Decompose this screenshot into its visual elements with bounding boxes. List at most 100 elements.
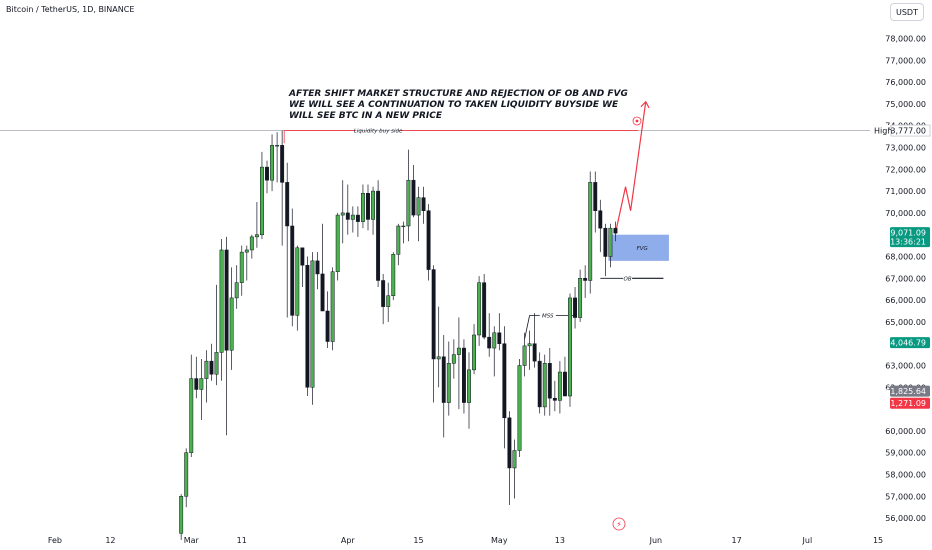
- candle[interactable]: [260, 151, 264, 240]
- candle[interactable]: [335, 212, 340, 281]
- candle[interactable]: [391, 252, 396, 301]
- candle[interactable]: [436, 306, 441, 388]
- candle[interactable]: [330, 267, 335, 351]
- candle[interactable]: [497, 313, 502, 351]
- candle[interactable]: [431, 265, 436, 403]
- eye-icon[interactable]: [632, 116, 642, 126]
- candle[interactable]: [204, 350, 209, 403]
- candle[interactable]: [340, 180, 345, 244]
- price-axis[interactable]: 78,000.0077,000.0076,000.0075,000.0074,0…: [885, 35, 926, 524]
- candle[interactable]: [371, 186, 376, 235]
- candle[interactable]: [325, 291, 330, 349]
- candle[interactable]: [487, 313, 492, 357]
- candle[interactable]: [194, 356, 199, 399]
- candle[interactable]: [593, 171, 598, 233]
- x-tick-label: May: [491, 536, 508, 545]
- candle[interactable]: [189, 354, 194, 458]
- candle[interactable]: [295, 245, 300, 331]
- candle[interactable]: [462, 339, 466, 414]
- candle[interactable]: [406, 149, 411, 242]
- candle[interactable]: [229, 267, 234, 370]
- candle[interactable]: [280, 130, 285, 246]
- candle[interactable]: [270, 134, 275, 192]
- candle[interactable]: [315, 252, 320, 290]
- candle[interactable]: [411, 164, 416, 218]
- candle-body: [340, 212, 345, 216]
- candle[interactable]: [573, 287, 577, 329]
- candle[interactable]: [361, 184, 365, 229]
- candle[interactable]: [376, 180, 381, 288]
- candle[interactable]: [532, 313, 537, 368]
- candle[interactable]: [300, 247, 305, 288]
- candle[interactable]: [355, 206, 360, 237]
- candle[interactable]: [219, 239, 224, 381]
- candle[interactable]: [467, 352, 471, 429]
- candle[interactable]: [345, 184, 350, 235]
- candle[interactable]: [249, 234, 254, 259]
- candle[interactable]: [527, 330, 532, 370]
- candle[interactable]: [234, 265, 239, 309]
- candle[interactable]: [426, 204, 431, 281]
- candle[interactable]: [239, 245, 244, 296]
- candle[interactable]: [608, 223, 613, 268]
- candle[interactable]: [199, 358, 204, 420]
- candle[interactable]: [244, 245, 249, 281]
- symbol-title[interactable]: Bitcoin / TetherUS, 1D, BINANCE: [6, 5, 135, 14]
- candle[interactable]: [451, 339, 456, 379]
- candle[interactable]: [305, 256, 310, 397]
- candle[interactable]: [285, 162, 290, 318]
- candle[interactable]: [224, 236, 229, 436]
- candle[interactable]: [179, 494, 184, 540]
- candle[interactable]: [446, 341, 451, 416]
- candle[interactable]: [209, 343, 214, 381]
- candle[interactable]: [310, 252, 315, 405]
- candle[interactable]: [386, 282, 391, 322]
- candle[interactable]: [275, 132, 280, 183]
- candle-body: [249, 236, 254, 251]
- candle[interactable]: [578, 269, 583, 322]
- candle[interactable]: [472, 324, 477, 375]
- candle[interactable]: [482, 273, 487, 340]
- candle[interactable]: [603, 223, 608, 277]
- candle[interactable]: [492, 326, 497, 377]
- candle[interactable]: [583, 265, 588, 298]
- candle[interactable]: [401, 221, 406, 244]
- candle[interactable]: [396, 223, 401, 266]
- candle[interactable]: [552, 380, 557, 412]
- time-axis[interactable]: Feb 12 Mar 11 Apr 15 May 13 Jun 17 Jul 15: [48, 536, 883, 545]
- candle[interactable]: [557, 361, 562, 414]
- candle[interactable]: [456, 317, 461, 410]
- candle[interactable]: [547, 348, 552, 416]
- candle[interactable]: [265, 160, 269, 194]
- candle[interactable]: [512, 439, 517, 499]
- candle[interactable]: [502, 326, 507, 449]
- candle[interactable]: [381, 273, 386, 325]
- candle[interactable]: [563, 356, 567, 397]
- candle-body: [239, 251, 244, 283]
- candle[interactable]: [542, 354, 547, 416]
- candle[interactable]: [568, 293, 572, 407]
- candle[interactable]: [350, 206, 355, 233]
- candle[interactable]: [254, 202, 259, 248]
- currency-button[interactable]: USDT: [890, 3, 924, 21]
- candle[interactable]: [537, 352, 542, 414]
- candle[interactable]: [290, 208, 295, 327]
- candle[interactable]: [366, 184, 370, 231]
- candle[interactable]: [598, 199, 603, 253]
- candle[interactable]: [416, 186, 421, 242]
- candle[interactable]: [522, 332, 527, 377]
- candles-layer[interactable]: [179, 130, 618, 540]
- candle[interactable]: [507, 411, 512, 506]
- lightning-icon[interactable]: ⚡: [612, 517, 626, 531]
- mss-label: MSS: [542, 313, 554, 319]
- candle[interactable]: [421, 186, 426, 224]
- candle[interactable]: [320, 223, 325, 312]
- candle[interactable]: [517, 358, 522, 458]
- candle[interactable]: [613, 221, 618, 242]
- candle[interactable]: [184, 448, 189, 508]
- candle[interactable]: [588, 171, 593, 294]
- candle[interactable]: [214, 284, 219, 386]
- candle[interactable]: [477, 276, 482, 346]
- candle[interactable]: [441, 334, 446, 438]
